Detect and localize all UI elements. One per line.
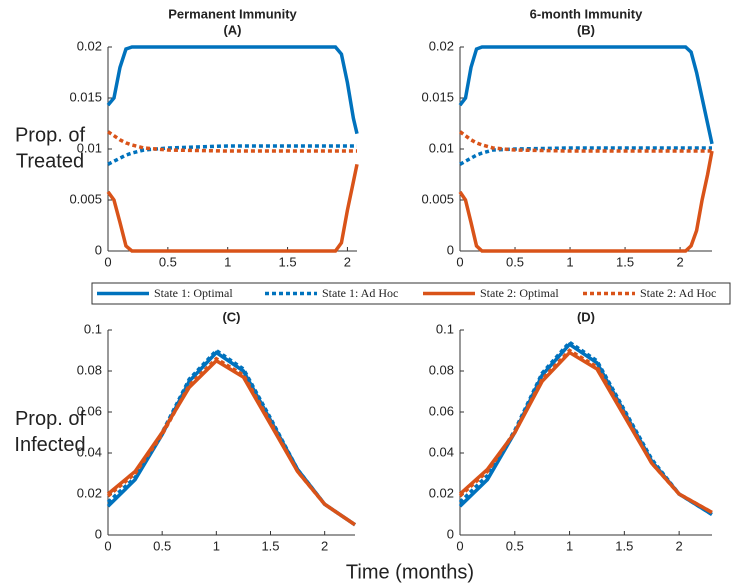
y-axis-label: Prop. of <box>15 408 85 430</box>
x-tick-label: 0 <box>104 254 111 269</box>
y-tick-label: 0.06 <box>429 403 454 418</box>
x-tick-label: 1.5 <box>279 254 297 269</box>
legend-label: State 1: Ad Hoc <box>322 286 398 300</box>
y-tick-label: 0.02 <box>77 485 102 500</box>
chart-title: (C) <box>222 309 240 324</box>
x-tick-label: 0.5 <box>506 254 524 269</box>
series-line <box>458 130 712 153</box>
series-line <box>458 350 713 514</box>
series-line <box>458 150 714 253</box>
x-tick-label: 1 <box>213 538 220 553</box>
y-tick-label: 0 <box>95 526 102 541</box>
chart-subtitle: (A) <box>223 22 241 37</box>
x-axis-label: Time (months) <box>346 561 474 583</box>
x-tick-label: 1.5 <box>616 254 634 269</box>
x-tick-label: 0 <box>104 538 111 553</box>
y-tick-label: 0 <box>447 526 454 541</box>
x-tick-label: 1 <box>566 538 573 553</box>
y-axis-label: Treated <box>16 150 84 172</box>
y-axis-label: Prop. of <box>15 124 85 146</box>
x-tick-label: 2 <box>676 538 683 553</box>
x-tick-label: 1 <box>224 254 231 269</box>
y-tick-label: 0.01 <box>77 140 102 155</box>
x-tick-label: 2 <box>344 254 351 269</box>
x-tick-label: 1.5 <box>261 538 279 553</box>
y-tick-label: 0.04 <box>429 444 454 459</box>
y-tick-label: 0.08 <box>77 362 102 377</box>
x-tick-label: 1.5 <box>615 538 633 553</box>
y-tick-label: 0.015 <box>421 89 454 104</box>
y-tick-label: 0.015 <box>69 89 102 104</box>
y-tick-label: 0.1 <box>436 321 454 336</box>
x-tick-label: 2 <box>676 254 683 269</box>
y-axis-label: Infected <box>14 434 85 456</box>
series-line <box>458 348 713 514</box>
series-line <box>459 146 712 166</box>
y-tick-label: 0 <box>447 242 454 257</box>
series-line <box>107 144 357 166</box>
y-tick-label: 0.08 <box>429 362 454 377</box>
chart-subtitle: (B) <box>577 22 595 37</box>
legend-label: State 2: Ad Hoc <box>640 286 716 300</box>
y-tick-label: 0.02 <box>429 485 454 500</box>
chart-title: (D) <box>577 309 595 324</box>
x-tick-label: 0 <box>456 538 463 553</box>
y-tick-label: 0 <box>95 242 102 257</box>
series-line <box>458 45 714 145</box>
y-tick-label: 0.005 <box>69 191 102 206</box>
y-tick-label: 0.02 <box>77 38 102 53</box>
y-tick-label: 0.02 <box>429 38 454 53</box>
x-tick-label: 0 <box>456 254 463 269</box>
y-tick-label: 0.005 <box>421 191 454 206</box>
chart-title: 6-month Immunity <box>530 6 643 21</box>
x-tick-label: 1 <box>566 254 573 269</box>
series-line <box>106 350 356 527</box>
x-tick-label: 0.5 <box>159 254 177 269</box>
x-tick-label: 2 <box>321 538 328 553</box>
y-tick-label: 0.06 <box>77 403 102 418</box>
legend-box <box>91 282 731 305</box>
y-tick-label: 0.01 <box>429 140 454 155</box>
y-tick-label: 0.04 <box>77 444 102 459</box>
legend-label: State 2: Optimal <box>480 286 559 300</box>
series-line <box>106 45 359 135</box>
chart-title: Permanent Immunity <box>168 6 297 21</box>
legend-label: State 1: Optimal <box>154 286 233 300</box>
x-tick-label: 0.5 <box>506 538 524 553</box>
series-line <box>107 130 357 153</box>
series-line <box>106 356 356 527</box>
series-line <box>106 163 359 253</box>
x-tick-label: 0.5 <box>153 538 171 553</box>
y-tick-label: 0.1 <box>84 321 102 336</box>
series-line <box>106 358 356 527</box>
